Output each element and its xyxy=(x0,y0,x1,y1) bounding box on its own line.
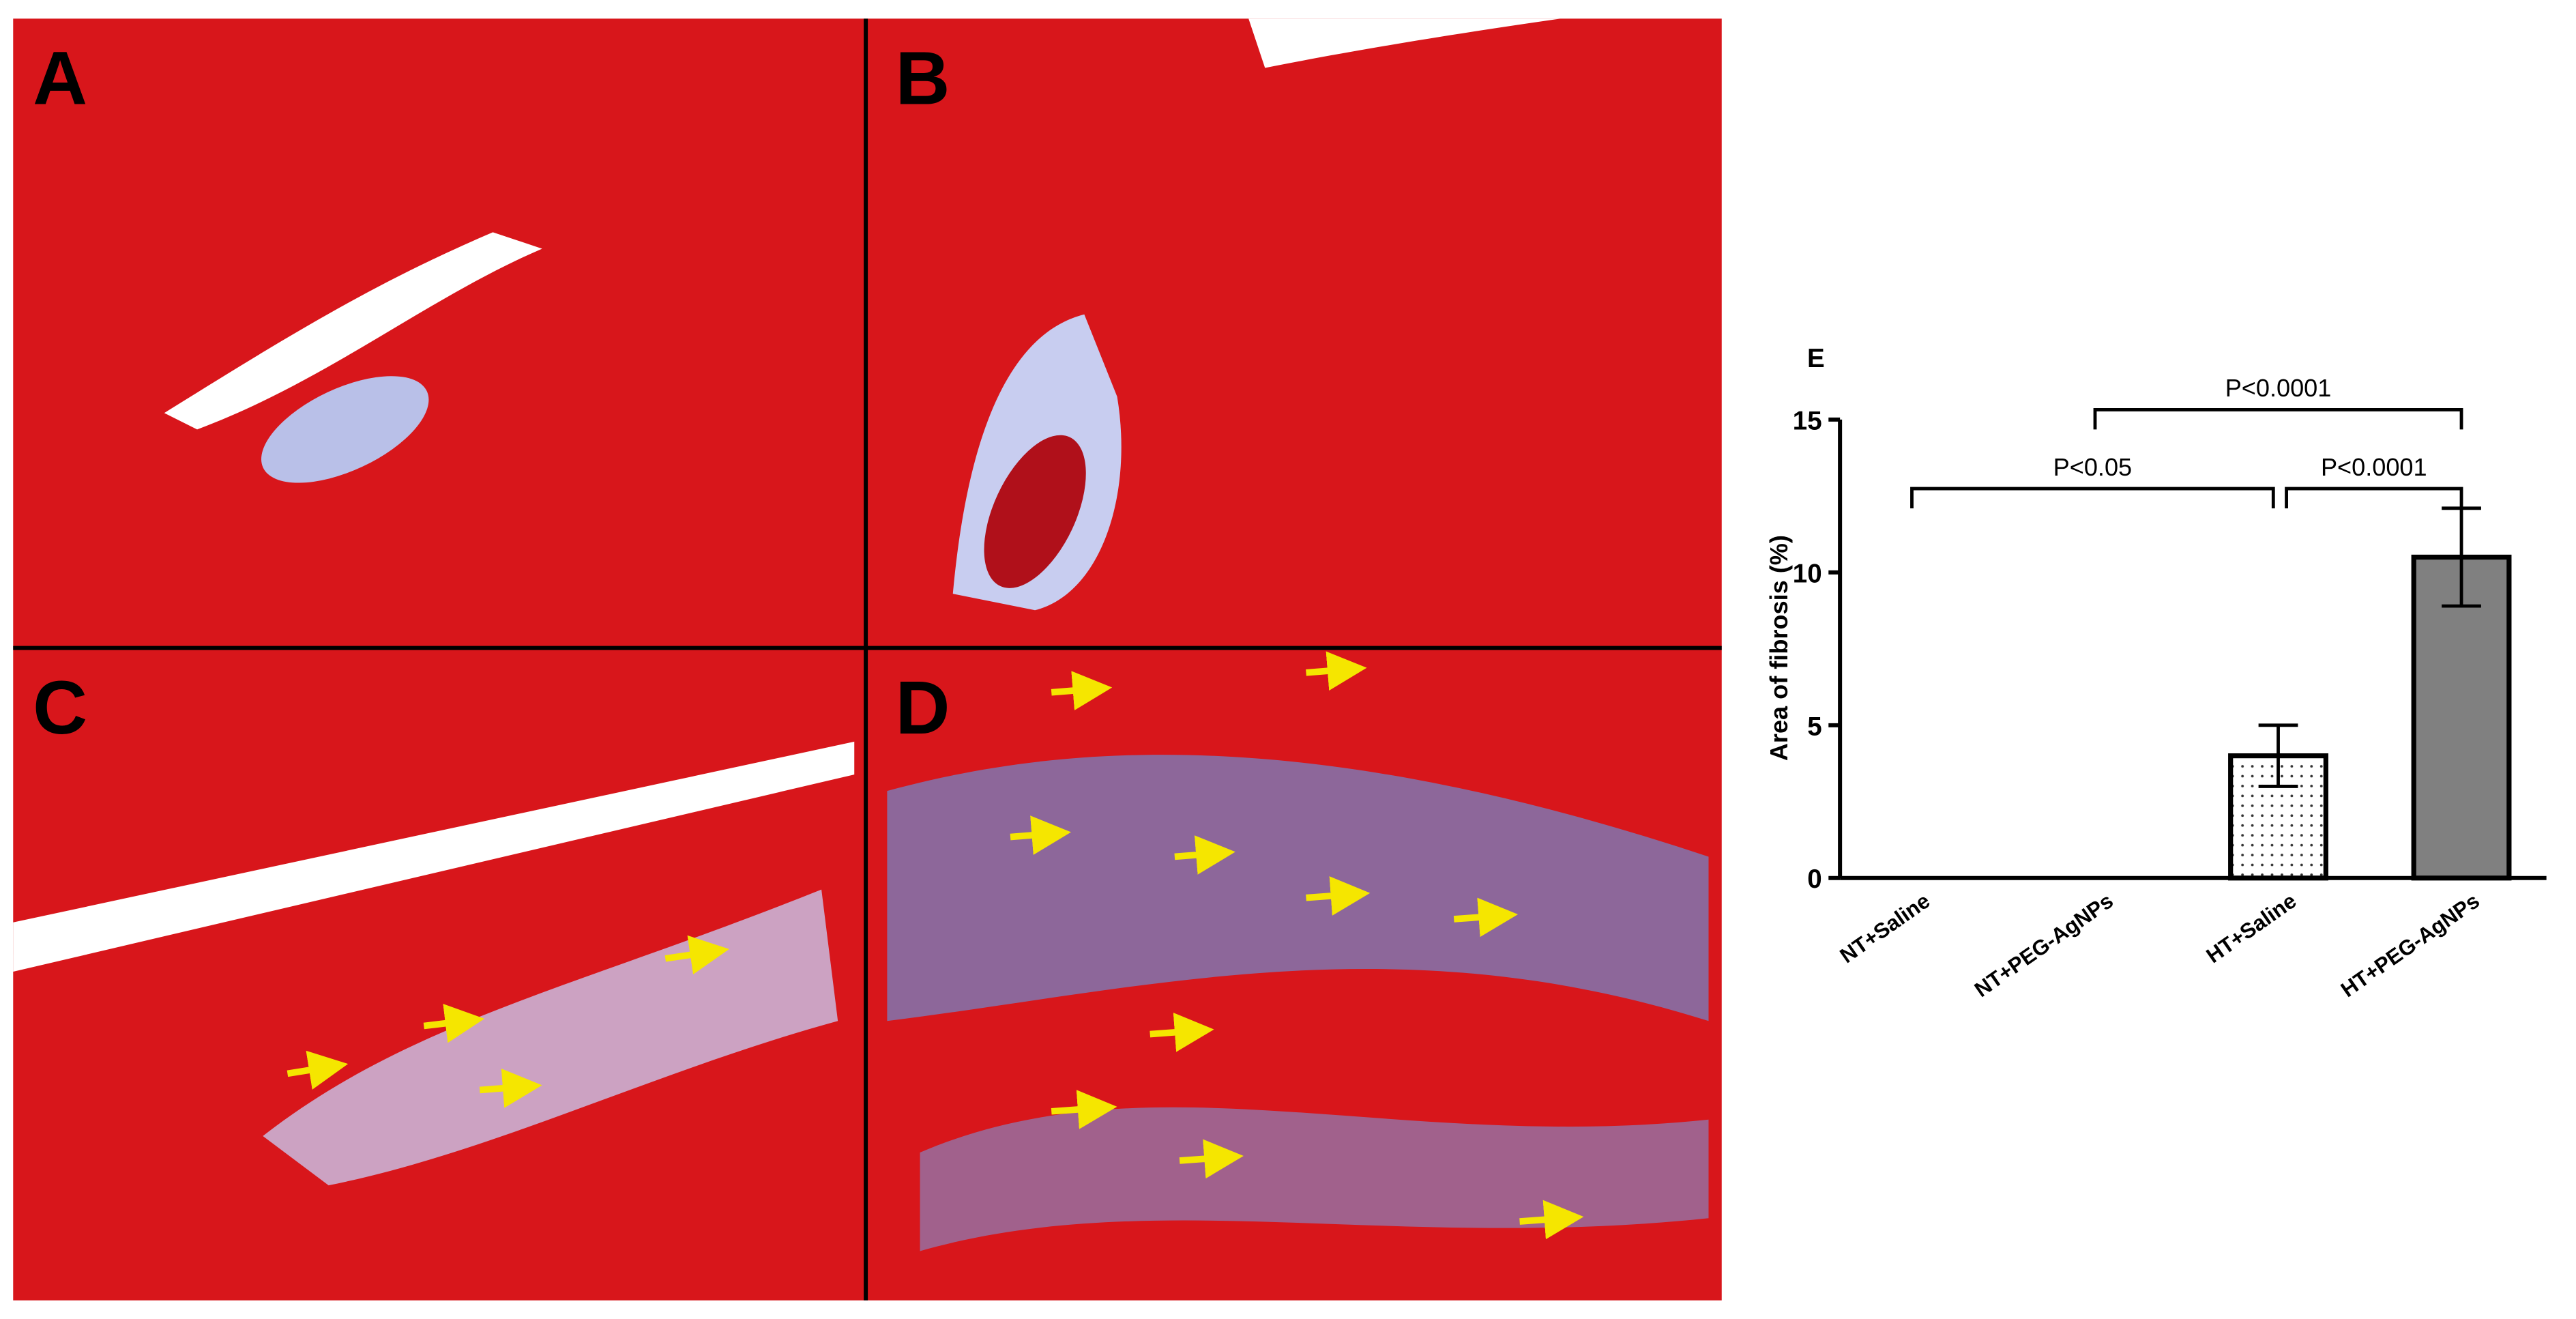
panel-label: C xyxy=(33,666,87,750)
panel-label: A xyxy=(33,37,87,121)
significance-bracket xyxy=(1910,487,2275,508)
significance-label: P<0.05 xyxy=(2053,453,2132,481)
y-tick-label: 5 xyxy=(1807,712,1821,741)
y-tick-label: 0 xyxy=(1807,865,1821,894)
x-tick-label: HT+PEG-AgNPs xyxy=(2337,888,2484,1002)
gap xyxy=(1248,18,1561,68)
chart-title: E xyxy=(1807,344,1825,373)
y-tick-label: 15 xyxy=(1793,406,1822,435)
vessel xyxy=(984,435,1086,588)
significance-bracket xyxy=(2093,408,2463,430)
arrows xyxy=(287,651,1584,1240)
significance-label: P<0.0001 xyxy=(2225,374,2332,402)
x-tick-label: NT+Saline xyxy=(1836,888,1935,968)
y-axis-label: Area of fibrosis (%) xyxy=(1765,535,1793,761)
histology: A B C D xyxy=(13,18,1722,1301)
bar xyxy=(2411,554,2512,881)
panel-label: B xyxy=(895,37,950,121)
x-tick-label: NT+PEG-AgNPs xyxy=(1970,888,2118,1002)
y-tick-label: 10 xyxy=(1793,559,1822,588)
vessel xyxy=(261,376,429,483)
error-bar xyxy=(2258,723,2298,788)
fibrosis xyxy=(887,755,1709,1021)
panel-label: D xyxy=(895,666,950,750)
gap xyxy=(13,741,855,972)
x-tick-label: HT+Saline xyxy=(2202,888,2301,968)
significance-bracket xyxy=(2285,487,2463,508)
fibrosis xyxy=(920,1107,1709,1251)
vessel xyxy=(164,232,542,430)
significance-label: P<0.0001 xyxy=(2321,453,2427,481)
